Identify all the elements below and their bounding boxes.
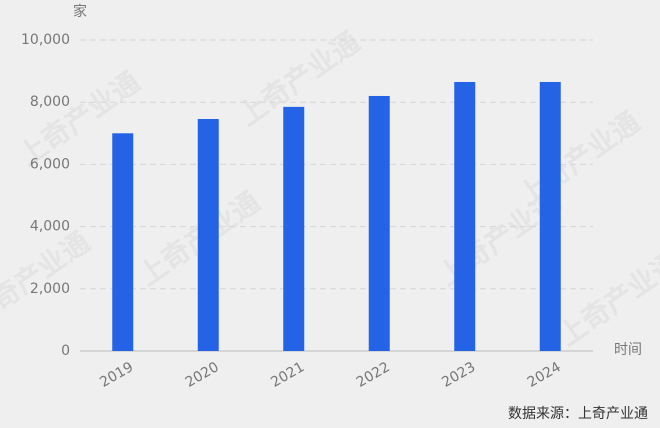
- source: 数据来源：上奇产业通: [508, 405, 648, 422]
- watermark: 上奇产业通: [552, 245, 660, 352]
- bar: [368, 95, 390, 351]
- y-tick-label: 0: [61, 343, 70, 359]
- y-axis-label: 家: [73, 3, 87, 20]
- x-tick-label: 2020: [183, 359, 222, 391]
- x-tick-label: 2022: [354, 359, 393, 391]
- x-tick-label: 2023: [439, 359, 478, 391]
- watermark: 上奇产业通: [0, 225, 96, 332]
- bar: [539, 81, 561, 352]
- x-tick-label: 2019: [97, 359, 136, 391]
- x-tick-label: 2024: [525, 359, 564, 391]
- bar: [197, 118, 219, 351]
- y-tick-label: 6,000: [30, 156, 70, 172]
- y-tick-label: 2,000: [30, 281, 70, 297]
- bar: [283, 106, 305, 352]
- bar: [112, 133, 134, 351]
- y-tick-label: 8,000: [30, 94, 70, 110]
- x-tick-label: 2021: [268, 359, 307, 391]
- watermarks: 上奇产业通 上奇产业通 上奇产业通 上奇产业通 上奇产业通 上奇产业通 上奇产业…: [0, 25, 660, 352]
- y-tick-label: 10,000: [21, 32, 70, 48]
- bar: [454, 81, 476, 352]
- x-axis-label: 时间: [614, 342, 642, 358]
- y-tick-label: 4,000: [30, 219, 70, 235]
